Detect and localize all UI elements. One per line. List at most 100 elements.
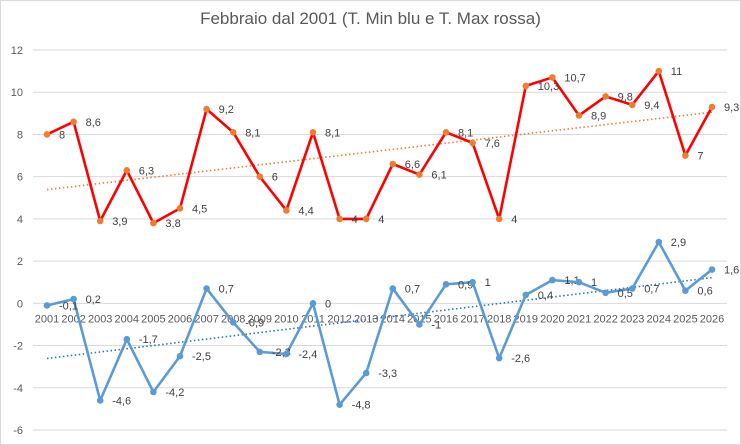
data-point [389, 160, 397, 168]
series-line-2 [46, 240, 713, 406]
x-tick-label: 2026 [700, 313, 724, 325]
x-tick-label: 2003 [88, 313, 112, 325]
data-label: 3,9 [112, 216, 127, 228]
y-tick-label: -6 [13, 425, 23, 437]
data-label: -2,5 [192, 351, 211, 363]
data-label: 10,7 [564, 72, 585, 84]
data-point [283, 207, 290, 214]
data-label: -2,4 [298, 349, 317, 361]
data-label: -4,2 [165, 387, 184, 399]
y-tick-label: 2 [17, 256, 23, 268]
data-label: -1,7 [139, 334, 158, 346]
data-point [655, 238, 663, 246]
data-point [549, 74, 556, 81]
x-tick-label: 2009 [248, 313, 272, 325]
data-point [229, 129, 237, 136]
data-point [442, 281, 450, 288]
x-tick-label: 2020 [540, 313, 564, 325]
y-tick-label: 4 [17, 214, 23, 226]
data-point [150, 388, 157, 396]
data-label: 1,6 [724, 265, 739, 277]
data-point [575, 112, 583, 119]
data-label: 7,6 [485, 138, 500, 150]
data-point [176, 352, 184, 360]
data-label: 2,9 [671, 237, 686, 249]
y-tick-label: 6 [17, 172, 23, 184]
data-label: 1,1 [564, 275, 579, 287]
data-point [176, 205, 184, 212]
data-point [549, 276, 556, 284]
data-label: -4,6 [112, 395, 131, 407]
data-label: 9,2 [219, 104, 234, 116]
x-tick-label: 2013 [354, 313, 378, 325]
data-point [602, 93, 609, 100]
data-label: 4 [378, 214, 384, 226]
data-point [708, 103, 716, 111]
data-label: 4 [511, 214, 517, 226]
data-point [522, 291, 530, 299]
data-label: 1 [591, 277, 597, 289]
data-point [123, 335, 131, 343]
x-tick-label: 2021 [567, 313, 591, 325]
y-tick-label: 10 [11, 87, 23, 99]
data-point [495, 215, 503, 223]
data-label: 0,7 [219, 284, 234, 296]
data-label: 4,5 [192, 203, 207, 215]
data-point [682, 152, 689, 159]
data-label: 0,7 [644, 284, 659, 296]
data-point [682, 287, 689, 294]
data-label: 8,9 [591, 110, 606, 122]
data-label: 8,1 [245, 127, 260, 139]
data-point [416, 171, 423, 178]
x-tick-label: 2016 [434, 313, 458, 325]
data-label: -0,1 [59, 300, 78, 312]
data-label: 8 [59, 129, 65, 141]
data-point [309, 300, 317, 307]
x-tick-label: 2007 [194, 313, 218, 325]
data-point [203, 105, 210, 113]
data-label: 0,6 [697, 286, 712, 298]
data-label: 7 [697, 151, 703, 163]
y-tick-label: 8 [17, 129, 23, 141]
data-label: 6,3 [139, 165, 154, 177]
data-point [362, 215, 370, 223]
data-label: 9,4 [644, 100, 659, 112]
y-tick-label: -4 [13, 383, 23, 395]
data-point [309, 129, 317, 136]
data-point [123, 167, 131, 174]
data-label: 4,4 [298, 205, 313, 217]
data-point [495, 354, 503, 362]
x-tick-label: 2023 [620, 313, 644, 325]
data-label: 0,2 [86, 294, 101, 306]
data-label: 0,7 [405, 284, 420, 296]
y-tick-label: -2 [13, 341, 23, 353]
data-point [229, 319, 237, 326]
data-label: 8,1 [325, 127, 340, 139]
data-label: 8,6 [86, 117, 101, 129]
x-tick-label: 2024 [647, 313, 671, 325]
data-point [655, 67, 663, 75]
data-point [256, 348, 264, 356]
data-point [336, 401, 343, 408]
data-label: -1 [431, 319, 441, 331]
data-point [708, 266, 716, 273]
trendline-series-1 [46, 111, 713, 191]
data-point [469, 139, 476, 147]
data-label: 4 [352, 214, 358, 226]
data-label: 1 [485, 277, 491, 289]
y-tick-label: 0 [17, 298, 23, 310]
x-tick-label: 2005 [141, 313, 165, 325]
data-point [442, 129, 450, 136]
x-tick-label: 2022 [593, 313, 617, 325]
chart-title: Febbraio dal 2001 (T. Min blu e T. Max r… [200, 9, 541, 28]
series-line-1 [46, 69, 714, 225]
x-tick-label: 2001 [35, 313, 59, 325]
data-label: 0,5 [618, 288, 633, 300]
data-label: 0,4 [538, 290, 553, 302]
x-tick-label: 2017 [460, 313, 484, 325]
data-label: 6,1 [431, 170, 446, 182]
data-point [469, 278, 476, 286]
data-label: -2,6 [511, 353, 530, 365]
data-point [256, 173, 264, 180]
